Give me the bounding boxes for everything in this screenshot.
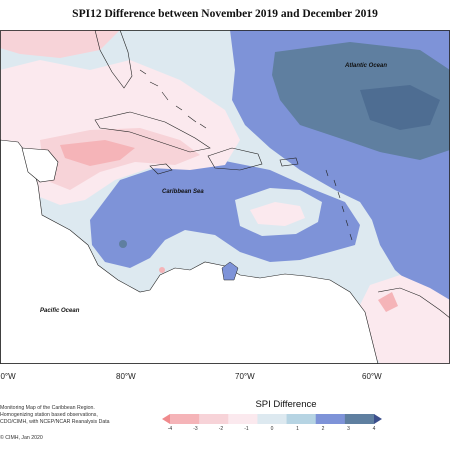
legend-tick-label: 2: [321, 426, 325, 432]
legend-swatch: [344, 414, 375, 424]
legend-tick-label: 1: [296, 426, 299, 432]
caribbean-positive-region: [90, 160, 360, 268]
lon-label-90w: 90°W: [0, 372, 16, 381]
legend-tick-label: -3: [193, 426, 198, 432]
legend-swatch: [257, 414, 288, 424]
legend-colorbar-svg: [162, 414, 382, 424]
credit-line-4: © CIMH, Jan 2020: [0, 435, 43, 441]
map-title: SPI12 Difference between November 2019 a…: [72, 8, 378, 20]
jamaica-outline: [149, 163, 173, 175]
small-pink-island: [159, 267, 165, 273]
legend-tick-label: 4: [372, 426, 376, 432]
atlantic-peak-region: [360, 85, 440, 130]
legend-swatch: [228, 414, 258, 424]
label-atlantic: Atlantic Ocean: [344, 63, 387, 69]
small-blue-island: [119, 240, 127, 248]
legend-tick-label: 3: [347, 426, 350, 432]
credit-line-2: Homogenizing station based observations,: [0, 412, 98, 418]
legend-swatch-min: [162, 414, 170, 424]
florida-land: [94, 30, 133, 89]
legend-title: SPI Difference: [255, 399, 317, 410]
yucatan-land: [21, 147, 59, 183]
southeast-negative-spot: [378, 292, 398, 312]
central-america-land: [0, 139, 379, 364]
legend-tick-label: 0: [270, 426, 274, 432]
lon-label-60w: 60°W: [362, 372, 382, 381]
credit-line-3: CDO/CIMH, with NCEP/NCAR Reanalysis Data: [0, 419, 110, 425]
credit-line-1: Monitoring Map of the Caribbean Region.: [0, 405, 95, 411]
lake-maracaibo: [221, 261, 239, 281]
lon-label-80w: 80°W: [116, 372, 136, 381]
lon-label-70w: 70°W: [235, 372, 255, 381]
puerto-rico-outline: [279, 157, 299, 167]
western-strong-negative: [60, 140, 135, 166]
legend-tick-label: -2: [218, 426, 224, 432]
bahamas-outline: [139, 69, 207, 129]
legend-swatch: [199, 414, 229, 424]
legend-swatch: [286, 414, 317, 424]
cuba-outline: [94, 111, 211, 153]
northwest-negative-region: [0, 30, 120, 58]
legend-swatch: [170, 414, 200, 424]
south-america-coast: [377, 287, 450, 319]
legend-swatch: [315, 414, 346, 424]
hispaniola-outline: [207, 147, 263, 171]
spi-map: Atlantic Ocean Caribbean Sea Pacific Oce…: [0, 30, 450, 364]
southeast-negative-region: [360, 275, 450, 364]
legend-tick-label: -1: [244, 426, 249, 432]
atlantic-strong-region: [272, 42, 450, 160]
caribbean-negative-spot: [250, 202, 305, 226]
legend-tick-label: -4: [167, 426, 173, 432]
label-pacific: Pacific Ocean: [40, 308, 80, 314]
label-caribbean: Caribbean Sea: [162, 189, 204, 195]
legend-swatch-max: [374, 414, 382, 424]
lesser-antilles-outline: [325, 169, 353, 241]
